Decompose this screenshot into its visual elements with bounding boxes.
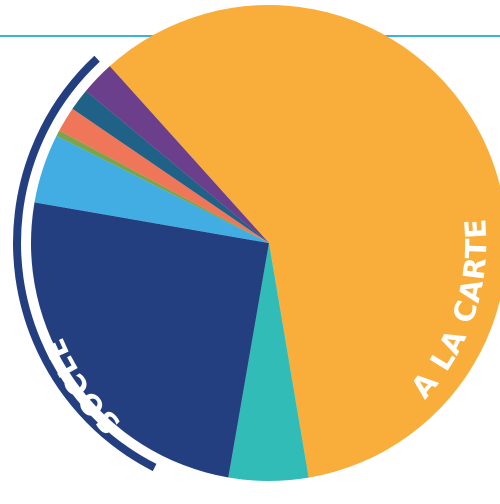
pie-slice-7 bbox=[72, 90, 269, 243]
pie-slice-4 bbox=[34, 135, 269, 243]
pie-slice-2 bbox=[228, 243, 309, 482]
pie-slice-5 bbox=[56, 130, 269, 243]
pie-slice-6 bbox=[59, 108, 269, 243]
socle-bracket bbox=[13, 55, 157, 472]
pie-slice-8 bbox=[85, 66, 269, 243]
pie-slice-1 bbox=[109, 5, 500, 478]
pie-slices bbox=[30, 5, 500, 482]
pie-slice-3 bbox=[30, 202, 269, 478]
